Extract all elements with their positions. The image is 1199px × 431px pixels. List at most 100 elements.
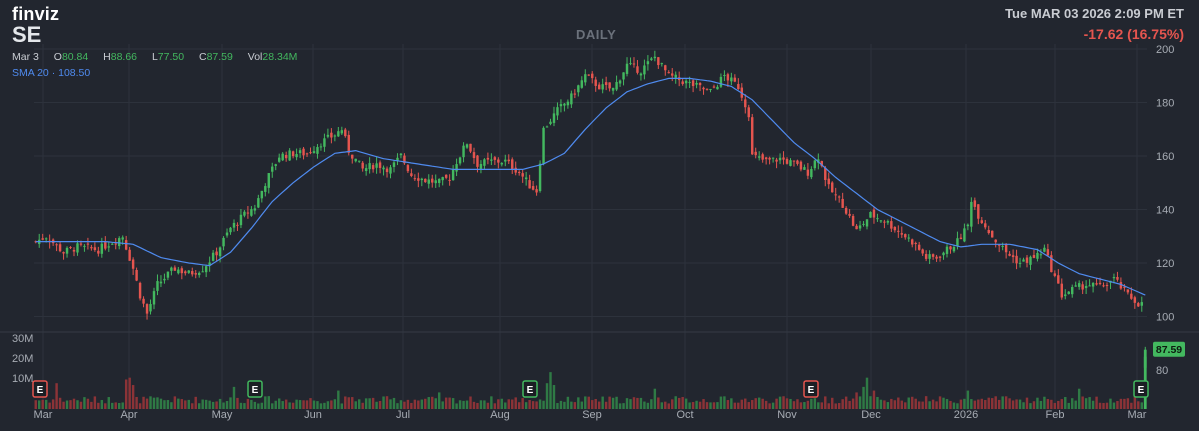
volume-bar — [966, 390, 970, 409]
candle-body — [396, 157, 399, 162]
volume-bar — [326, 401, 330, 409]
volume-bar — [368, 398, 371, 409]
candle-body — [639, 73, 643, 76]
candle-body — [924, 254, 928, 259]
volume-bar — [1112, 402, 1116, 409]
volume-bar — [511, 399, 514, 409]
high-value: 88.66 — [110, 51, 138, 63]
volume-bar — [907, 397, 910, 409]
finviz-logo[interactable]: finviz — [12, 4, 60, 24]
candle-body — [378, 162, 382, 168]
candle-body — [1119, 282, 1123, 289]
volume-bar — [410, 402, 413, 409]
volume-bar — [1098, 402, 1102, 409]
volume-bar — [566, 396, 570, 409]
earnings-marker — [247, 380, 263, 398]
volume-bar — [232, 386, 236, 409]
candle-body — [257, 198, 260, 208]
volume-bar — [761, 398, 764, 409]
volume-bar — [184, 400, 187, 409]
volume-bar — [173, 396, 177, 409]
candle-body — [591, 73, 594, 79]
volume-bar — [215, 401, 218, 409]
candle-body — [1015, 255, 1018, 264]
open-label: O — [53, 51, 62, 63]
candle-body — [966, 224, 970, 227]
candle-body — [552, 113, 556, 123]
volume-bar — [716, 402, 719, 409]
candle-body — [977, 204, 980, 219]
volume-bar — [744, 398, 747, 409]
volume-bar — [135, 396, 138, 409]
candle-body — [281, 153, 284, 161]
candle-body — [1001, 245, 1004, 247]
candle-body — [424, 178, 427, 183]
volume-bar — [942, 397, 945, 409]
volume-bar — [177, 398, 180, 409]
candle-body — [476, 155, 479, 167]
candle-body — [688, 81, 691, 83]
candle-body — [848, 213, 851, 216]
candle-body — [1095, 283, 1098, 285]
volume-bar — [253, 401, 257, 409]
high-label: H — [103, 51, 111, 63]
candle-body — [246, 212, 250, 214]
last-price-tag — [1153, 341, 1185, 357]
x-axis-tick: May — [212, 409, 233, 421]
candle-body — [131, 259, 135, 269]
volume-bar — [354, 401, 357, 409]
candle-body — [963, 228, 966, 242]
volume-bar — [76, 400, 79, 409]
volume-bar — [573, 402, 577, 409]
volume-bar — [803, 402, 806, 409]
volume-bar — [893, 400, 897, 409]
volume-bar — [719, 396, 723, 409]
volume-bar — [1095, 396, 1098, 409]
candle-body — [271, 166, 274, 172]
candle-body — [865, 219, 869, 227]
volume-bar — [194, 396, 197, 409]
candle-body — [664, 65, 667, 71]
volume-bar — [754, 398, 757, 409]
ohlc-date: Mar 3 — [12, 51, 39, 63]
volume-bar — [862, 386, 865, 409]
candle-body — [135, 269, 138, 281]
volume-bar — [615, 396, 618, 409]
candle-body — [792, 160, 796, 162]
candle-body — [312, 151, 316, 154]
candle-body — [302, 148, 305, 156]
candle-body — [764, 157, 768, 160]
volume-bar — [837, 403, 841, 409]
candle-body — [851, 215, 855, 226]
volume-bar — [257, 403, 260, 409]
volume-bar — [528, 400, 531, 409]
volume-bar — [333, 399, 337, 409]
volume-bar — [1116, 400, 1119, 409]
candle-body — [869, 211, 872, 218]
volume-bar — [789, 398, 792, 409]
volume-bar — [170, 402, 173, 409]
volume-bar — [810, 398, 813, 409]
volume-bar — [1032, 401, 1036, 409]
candle-body — [570, 93, 573, 105]
candle-body — [107, 246, 110, 248]
candle-body — [236, 224, 239, 226]
sma-legend[interactable]: SMA 20 · 108.50 — [12, 67, 91, 79]
volume-bar — [681, 396, 684, 409]
volume-bar — [597, 401, 601, 409]
volume-bar — [41, 399, 44, 409]
volume-bar — [643, 401, 646, 409]
volume-bar — [601, 396, 604, 409]
volume-bar — [208, 400, 211, 409]
candle-body — [535, 189, 538, 193]
volume-bar — [271, 403, 274, 409]
candle-body — [890, 221, 893, 229]
candle-body — [173, 267, 177, 271]
candle-body — [1018, 262, 1022, 264]
ticker-symbol: SE — [12, 22, 42, 47]
candle-body — [361, 162, 364, 169]
earnings-marker — [1133, 380, 1149, 398]
volume-bar — [517, 402, 521, 409]
candle-body — [1067, 291, 1070, 294]
